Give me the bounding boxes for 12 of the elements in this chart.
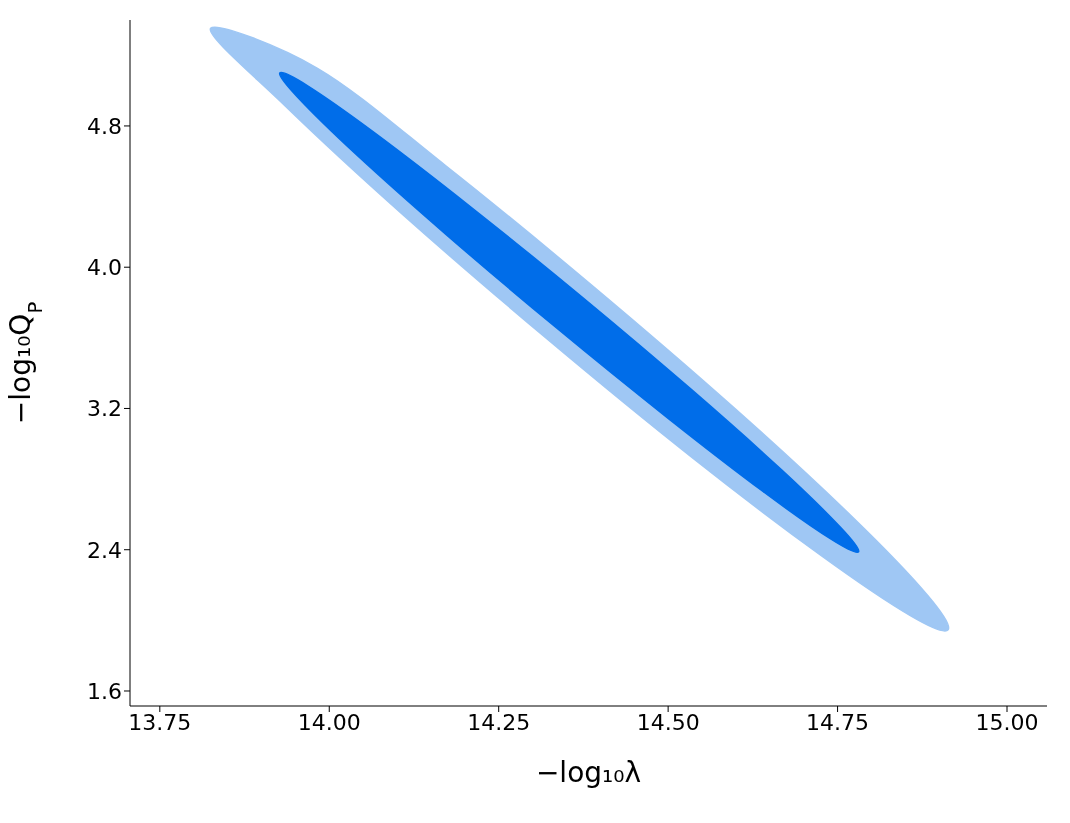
x-tick-label: 13.75 — [128, 709, 192, 735]
y-tick-label: 4.0 — [87, 255, 122, 281]
x-tick-label: 14.75 — [806, 709, 870, 735]
x-tick-label: 14.25 — [467, 709, 531, 735]
x-tick-label: 14.00 — [297, 709, 361, 735]
y-tick-label: 2.4 — [87, 537, 122, 563]
y-tick-label: 4.8 — [87, 113, 122, 139]
y-tick-label: 3.2 — [87, 396, 122, 422]
x-tick-label: 14.50 — [636, 709, 700, 735]
x-tick-label: 15.00 — [975, 709, 1039, 735]
y-tick-label: 1.6 — [87, 678, 122, 704]
x-axis-title: −log₁₀λ — [535, 756, 642, 789]
